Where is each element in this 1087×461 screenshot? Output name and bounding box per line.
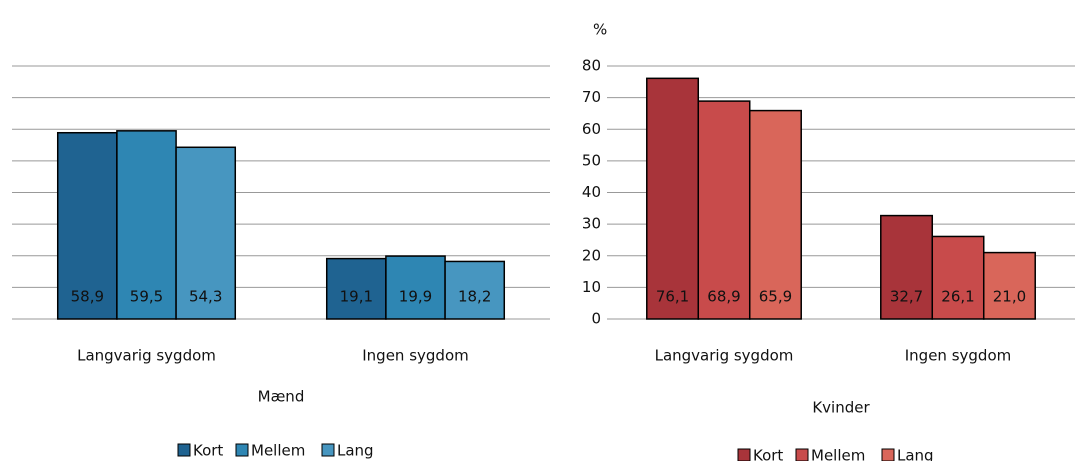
legend-swatch bbox=[881, 448, 895, 461]
legend-label: Lang bbox=[897, 447, 934, 461]
y-tick-label: 40 bbox=[582, 183, 601, 201]
bar bbox=[748, 109, 802, 320]
data-label: 19,1 bbox=[340, 288, 373, 306]
bar bbox=[385, 255, 446, 320]
chart-title: Mænd bbox=[258, 388, 305, 406]
y-tick-label: 70 bbox=[582, 88, 601, 106]
y-tick-label: 80 bbox=[582, 57, 601, 75]
y-tick-label: 50 bbox=[582, 151, 601, 169]
legend-swatch bbox=[795, 448, 809, 461]
bar bbox=[931, 235, 985, 320]
legend-label: Mellem bbox=[251, 442, 305, 460]
legend-swatch bbox=[321, 443, 335, 457]
x-tick-label: Ingen sygdom bbox=[362, 347, 468, 365]
bar bbox=[982, 251, 1036, 320]
data-label: 76,1 bbox=[656, 288, 689, 306]
bar bbox=[444, 260, 506, 320]
data-label: 68,9 bbox=[707, 288, 740, 306]
y-tick-label: 0 bbox=[591, 310, 601, 328]
bar bbox=[697, 100, 751, 320]
legend-label: Mellem bbox=[811, 447, 865, 461]
bar bbox=[175, 146, 237, 320]
legend-label: Lang bbox=[337, 442, 374, 460]
data-label: 19,9 bbox=[399, 288, 432, 306]
data-label: 54,3 bbox=[189, 288, 222, 306]
chart-title: Kvinder bbox=[812, 399, 870, 417]
y-tick-label: 60 bbox=[582, 120, 601, 138]
data-label: 59,5 bbox=[130, 288, 163, 306]
legend-swatch bbox=[177, 443, 191, 457]
x-tick-label: Langvarig sygdom bbox=[655, 347, 794, 365]
legend-label: Kort bbox=[753, 447, 783, 461]
y-tick-label: 20 bbox=[582, 246, 601, 264]
x-tick-label: Ingen sygdom bbox=[905, 347, 1011, 365]
y-tick-label: 10 bbox=[582, 278, 601, 296]
y-axis-label: % bbox=[593, 21, 607, 39]
data-label: 32,7 bbox=[890, 288, 923, 306]
legend-swatch bbox=[235, 443, 249, 457]
legend-swatch bbox=[737, 448, 751, 461]
data-label: 21,0 bbox=[993, 288, 1026, 306]
bar bbox=[646, 77, 700, 320]
legend-label: Kort bbox=[193, 442, 223, 460]
bar bbox=[880, 214, 934, 320]
x-tick-label: Langvarig sygdom bbox=[77, 347, 216, 365]
data-label: 58,9 bbox=[71, 288, 104, 306]
bar bbox=[116, 130, 177, 320]
data-label: 18,2 bbox=[458, 288, 491, 306]
y-tick-label: 30 bbox=[582, 215, 601, 233]
data-label: 65,9 bbox=[759, 288, 792, 306]
data-label: 26,1 bbox=[941, 288, 974, 306]
bar bbox=[325, 257, 387, 320]
